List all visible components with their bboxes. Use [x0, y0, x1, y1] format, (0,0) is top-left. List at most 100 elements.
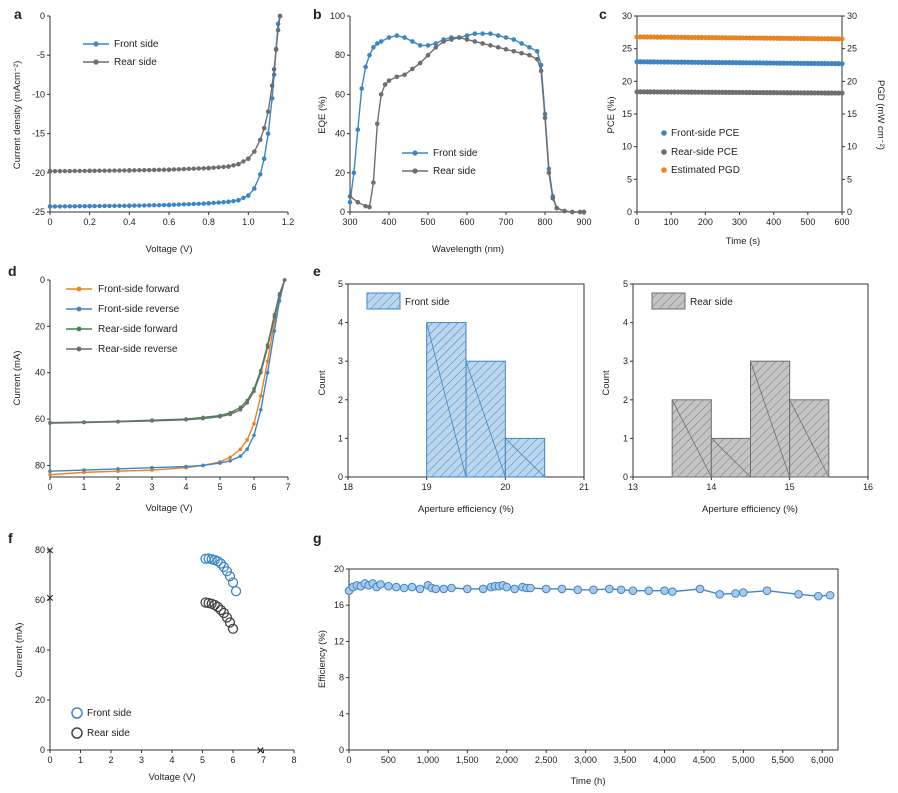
- panel-c-xtick-label: 100: [664, 217, 679, 227]
- panel-b-series-1-point: [464, 37, 470, 42]
- panel-g-xtick-label: 6,000: [811, 755, 834, 765]
- panel-f-xlabel: Voltage (V): [149, 772, 196, 783]
- panel-e1-xtick-label: 19: [422, 482, 432, 492]
- panel-b-series-1-point: [577, 209, 583, 215]
- panel-b-series-1-point: [495, 45, 501, 50]
- panel-a-series-0-point: [216, 200, 221, 205]
- panel-a-series-0-point: [102, 203, 107, 209]
- panel-e2-ytick-label: 0: [623, 472, 628, 482]
- panel-a-legend-front: Front side: [114, 39, 159, 50]
- panel-b-series-1-point: [534, 56, 540, 62]
- panel-f-series-0-point: [221, 566, 233, 577]
- panel-f-legend-marker-rear: [71, 727, 83, 739]
- panel-g-xtick-label: 3,000: [574, 755, 597, 765]
- panel-b-series-0-point: [472, 31, 478, 36]
- panel-g-xtick-label: 0: [346, 755, 351, 765]
- panel-a-series-1-point: [271, 67, 277, 72]
- panel-b-xtick-label: 300: [342, 217, 357, 227]
- panel-a-series-1-point: [186, 166, 192, 172]
- panel-c-xtick-label: 400: [766, 217, 781, 227]
- panel-g-xtick-label: 4,000: [653, 755, 676, 765]
- panel-a-xtick-label: 0.8: [202, 217, 215, 227]
- panel-f-cross-marker: ×: [256, 742, 264, 758]
- panel-c-ytick-label: 10: [622, 142, 632, 152]
- panel-e1-legend-swatch: [366, 292, 401, 310]
- panel-g-xtick-label: 1,500: [456, 755, 479, 765]
- panel-a-series-1-point: [216, 165, 221, 170]
- panel-a-series-1-point: [47, 169, 53, 174]
- panel-c: c 0 100 200 300 400 500 6000510152025300510152…: [599, 6, 886, 247]
- panel-a-xtick-label: 0.2: [83, 217, 96, 227]
- panel-d-series-3-point: [252, 389, 256, 394]
- panel-d: d 0 1 2 3 4 5 6 7 0 20 40 60 80 Voltage (V) Current …: [8, 263, 291, 514]
- panel-c-legend: Front-side PCE Rear-side PCE Estimated P…: [661, 128, 740, 176]
- panel-b-legend-rear: Rear side: [433, 166, 476, 177]
- panel-a-ytick-label: -15: [32, 129, 45, 139]
- panel-c-ytick-label-right: 5: [847, 174, 852, 184]
- panel-f-series-1-point: [212, 601, 223, 613]
- panel-a-series-0-point: [52, 204, 58, 209]
- panel-d-series-1-point: [184, 464, 188, 469]
- panel-a-series-0-point: [231, 198, 236, 204]
- panel-b-series-1-point: [581, 209, 587, 215]
- panel-b-series-0-point: [534, 48, 540, 54]
- panel-e2-legend-swatch: [651, 292, 686, 310]
- panel-g-xtick-label: 1,000: [417, 755, 440, 765]
- panel-g-series-point: [616, 585, 626, 595]
- panel-a-series-1-point: [82, 168, 87, 174]
- panel-f-legend-front: Front side: [87, 708, 132, 719]
- panel-d-series-1-point: [218, 461, 222, 465]
- panel-g-series-point: [392, 582, 401, 592]
- panel-d-series-3-point: [282, 278, 287, 282]
- panel-a-series-0-point: [122, 203, 127, 208]
- panel-d-xtick-label: 6: [251, 482, 256, 492]
- panel-d-xlabel: Voltage (V): [146, 503, 193, 514]
- panel-b-series-0-point: [495, 33, 501, 38]
- panel-a-series-1-point: [102, 168, 107, 173]
- panel-d-series-3-point: [265, 345, 270, 350]
- panel-a-xtick-label: 0: [47, 217, 52, 227]
- panel-f-series-0-point: [230, 586, 242, 597]
- panel-b-series-1-point: [417, 60, 423, 66]
- panel-b-series-1-point: [382, 82, 388, 87]
- panel-b-series-1-point: [378, 92, 384, 97]
- panel-b-series-0-point: [347, 199, 353, 205]
- panel-a-series-1-point: [201, 166, 206, 171]
- panel-a-series-1-point: [241, 159, 246, 164]
- panel-f-xtick-label: 2: [108, 755, 113, 765]
- panel-d-xtick-label: 4: [183, 482, 188, 492]
- panel-d-ytick-label: 80: [35, 460, 45, 470]
- panel-b-series-1-point: [433, 45, 439, 50]
- panel-b-ytick-label: 0: [340, 207, 345, 217]
- panel-a-series-1-point: [176, 167, 182, 172]
- panel-b-series-1-point: [394, 74, 400, 80]
- panel-d-series-1-point: [201, 463, 205, 468]
- panel-a-series-1-point: [77, 168, 82, 174]
- panel-a-series-0-point: [201, 201, 206, 206]
- panel-g-series-point: [463, 584, 472, 594]
- panel-a-series-0-point: [265, 131, 271, 136]
- panel-a-series-1-point: [62, 168, 68, 174]
- panel-d-ytick-label: 0: [40, 275, 45, 285]
- panel-b-series-1-point: [562, 208, 567, 214]
- panel-e1-bar-diagonal: [465, 361, 506, 478]
- panel-b-series-1-line: [349, 36, 584, 213]
- panel-d-series-1-point: [265, 370, 270, 375]
- panel-b: b 300 400 500 600 700 800 900 0 20 40 60 80 100 Wave…: [313, 6, 592, 255]
- panel-d-series-3-point: [259, 370, 263, 375]
- panel-e2-bar-diagonal: [789, 399, 830, 478]
- panel-e1-bar-diagonal: [505, 438, 545, 478]
- panel-a-series-1-point: [269, 83, 275, 89]
- panel-g-series-point: [731, 589, 740, 598]
- panel-f-xtick-label: 5: [200, 755, 205, 765]
- panel-f-series-1-point: [221, 612, 233, 623]
- panel-b-series-1-point: [375, 121, 380, 127]
- panel-a-series-0-point: [112, 203, 117, 209]
- panel-a-series-1-point: [261, 125, 267, 131]
- panel-c-frame: [636, 15, 843, 213]
- panel-g-series-point: [510, 584, 519, 594]
- panel-g-xtick-label: 5,500: [772, 755, 795, 765]
- panel-f-ytick-label: 20: [35, 695, 45, 705]
- panel-d-series-0-point: [265, 359, 270, 363]
- panel-f-series-1-point: [227, 623, 239, 634]
